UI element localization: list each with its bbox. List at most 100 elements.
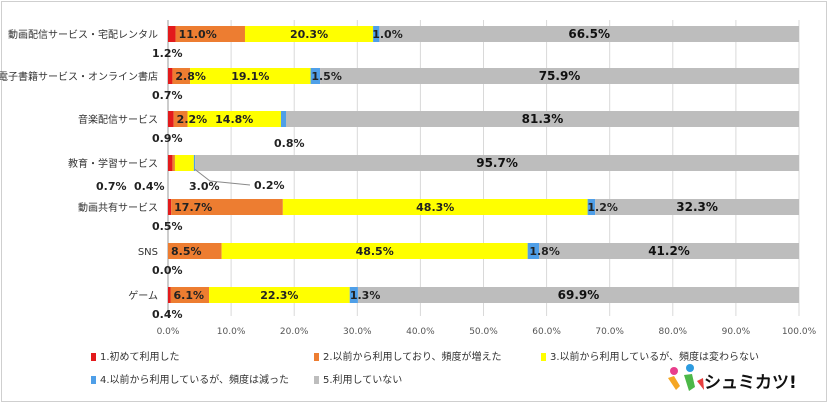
legend-swatch [314,376,319,384]
legend-label: 5.利用していない [323,374,402,386]
bar-segment [168,68,173,84]
data-label: 14.8% [215,113,253,126]
data-label: 17.7% [174,201,212,214]
bar-segment [170,287,210,303]
bar-segment [187,111,281,127]
bar-segment [379,26,799,42]
bar-segment [527,243,540,259]
bar-segment [357,287,799,303]
data-label: 95.7% [476,156,518,170]
logo-figures-icon [668,364,704,391]
data-label: 8.5% [171,245,202,258]
bar-segment [244,26,374,42]
bar-segment [221,243,528,259]
category-label: SNS [138,247,158,258]
logo-text: シュミカツ! [704,373,797,393]
data-label: 0.7% [96,180,127,193]
bar-segment [174,155,194,171]
label-leader-line [194,168,251,186]
legend-label: 2.以前から利用しており、頻度が増えた [323,350,502,363]
data-label: 0.7% [152,89,183,102]
bar-segment [320,68,799,84]
data-label: 0.4% [152,308,183,321]
bar-segment [172,155,175,171]
bar-segment [168,243,222,259]
legend-swatch [91,353,96,361]
category-label: 音楽配信サービス [78,113,158,126]
data-label: 1.5% [311,70,342,83]
data-label: 0.2% [254,179,285,192]
bar-segment [195,155,799,171]
x-tick-label: 50.0% [469,327,498,337]
data-label: 81.3% [522,112,564,126]
shumikatsu-logo: シュミカツ! [668,364,797,393]
category-label: 動画配信サービス・宅配レンタル [8,28,158,41]
data-label: 2.8% [175,70,206,83]
bar-segment [172,68,191,84]
x-tick-label: 70.0% [595,327,624,337]
bar-segment [587,199,596,215]
category-label: ゲーム [128,290,158,302]
x-tick-label: 10.0% [217,327,246,337]
data-label: 1.2% [152,47,183,60]
bar-segment [168,111,174,127]
legend-label: 1.初めて利用した [100,350,180,363]
bar-segment [310,68,321,84]
data-label: 1.0% [372,28,403,41]
data-label: 1.2% [587,201,618,214]
bar-segment [595,199,799,215]
legend-swatch [91,376,96,384]
data-label: 3.0% [189,180,220,193]
data-label: 2.2% [177,113,208,126]
bar-segment [373,26,380,42]
category-label: 教育・学習サービス [68,157,158,170]
x-tick-label: 100.0% [782,327,817,337]
legend-swatch [314,353,319,361]
data-label: 20.3% [290,28,328,41]
data-label: 41.2% [648,244,690,258]
bar-segment [168,287,171,303]
data-label: 19.1% [231,70,269,83]
legend-label: 3.以前から利用しているが、頻度は変わらない [550,350,759,363]
x-tick-label: 0.0% [157,327,180,337]
bar-segment [539,243,799,259]
x-tick-label: 90.0% [722,327,751,337]
x-axis-ticks: 0.0% 10.0% 20.0% 30.0% 40.0% 50.0% 60.0% 70.0% 8… [157,327,817,337]
data-label: 0.8% [274,137,305,150]
data-label: 22.3% [260,289,298,302]
bar-segment [285,111,799,127]
data-label: 0.4% [134,180,165,193]
data-label: 32.3% [676,200,718,214]
data-label: 48.5% [356,245,394,258]
data-label: 11.0% [179,28,217,41]
data-label: 1.8% [529,245,560,258]
data-label: 6.1% [174,289,205,302]
bar-segment [168,199,172,215]
category-label: 電子書籍サービス・オンライン書店 [0,70,158,83]
data-label: 69.9% [558,288,600,302]
bar-segment [349,287,358,303]
bar-segment [209,287,350,303]
category-labels: 動画配信サービス・宅配レンタル電子書籍サービス・オンライン書店音楽配信サービス教… [0,28,158,302]
bar-segment [282,199,588,215]
bar-segment [193,155,196,171]
data-label: 0.5% [152,220,183,233]
data-label: 0.9% [152,132,183,145]
data-label: 48.3% [416,201,454,214]
legend-swatch [541,353,546,361]
data-label: 1.3% [350,289,381,302]
category-label: 動画共有サービス [78,201,158,214]
legend: 1.初めて利用した 2.以前から利用しており、頻度が増えた 3.以前から利用している… [91,350,759,386]
data-label: 0.0% [152,264,183,277]
bar-segment [168,155,173,171]
bar-segment [280,111,286,127]
bar-segment [175,26,245,42]
data-labels: 1.2% 11.0% 20.3% 1.0% 66.5% 0.7% 2.8% 19.1% 1.5%… [96,27,718,321]
bar-segment [173,111,188,127]
x-tick-label: 60.0% [532,327,561,337]
legend-label: 4.以前から利用しているが、頻度は減った [100,373,289,386]
bars-group [168,26,799,303]
x-tick-label: 30.0% [343,327,372,337]
